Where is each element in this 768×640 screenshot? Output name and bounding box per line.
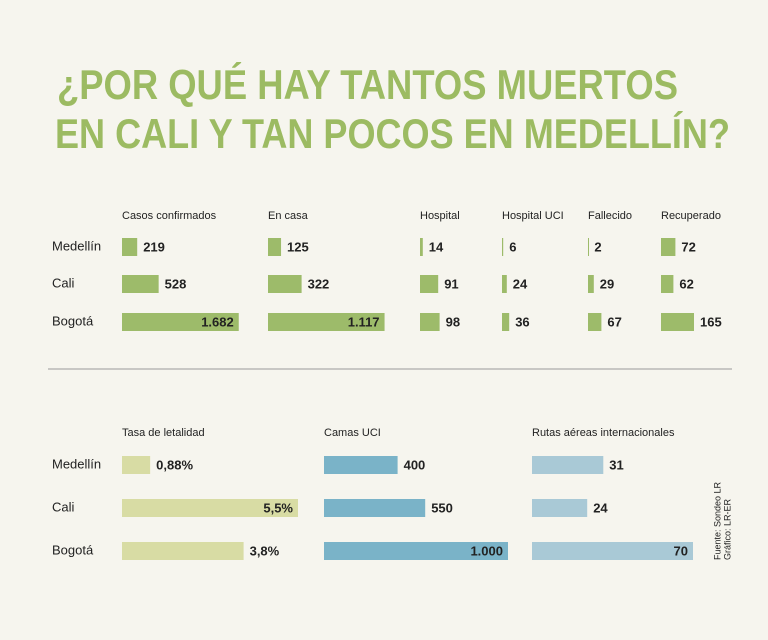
value-label: 31 (609, 457, 623, 472)
value-label: 2 (594, 239, 601, 254)
bar (420, 313, 440, 331)
value-label: 6 (509, 239, 516, 254)
bar (502, 238, 504, 256)
value-label: 3,8% (250, 543, 280, 558)
bar (502, 313, 510, 331)
value-label: 62 (679, 276, 693, 291)
row-label: Bogotá (52, 313, 94, 328)
bar (122, 456, 151, 474)
value-label: 14 (429, 239, 444, 254)
value-label: 528 (165, 276, 187, 291)
bar (420, 275, 439, 293)
row-label: Medellín (52, 456, 101, 471)
value-label: 125 (287, 239, 309, 254)
row-label: Bogotá (52, 542, 94, 557)
value-label: 67 (607, 314, 621, 329)
value-label: 98 (446, 314, 460, 329)
value-label: 24 (593, 500, 608, 515)
bar (661, 238, 676, 256)
bar (588, 275, 594, 293)
value-label: 72 (681, 239, 695, 254)
value-label: 24 (513, 276, 528, 291)
value-label: 165 (700, 314, 722, 329)
source-text: Fuente: Sondeo LR (712, 481, 722, 560)
row-label: Cali (52, 275, 75, 290)
source: Fuente: Sondeo LR Gráfico: LR-ER (712, 481, 732, 560)
panel-title: Fallecido (588, 210, 632, 222)
bar (122, 238, 138, 256)
bar (324, 499, 426, 517)
panel-title: Camas UCI (324, 427, 381, 439)
bar (420, 238, 423, 256)
bar (588, 313, 602, 331)
bar (324, 542, 508, 560)
bar (268, 238, 282, 256)
bar (661, 313, 694, 331)
bar (268, 275, 302, 293)
bar (122, 499, 298, 517)
panel-title: En casa (268, 210, 309, 222)
panel-title: Casos confirmados (122, 210, 217, 222)
value-label: 400 (404, 457, 426, 472)
value-label: 70 (674, 543, 688, 558)
bar (532, 542, 693, 560)
panel-title: Rutas aéreas internacionales (532, 427, 675, 439)
bar (588, 238, 589, 256)
value-label: 219 (143, 239, 165, 254)
value-label: 91 (444, 276, 458, 291)
value-label: 322 (308, 276, 330, 291)
panel-title: Hospital UCI (502, 210, 564, 222)
value-label: 36 (515, 314, 529, 329)
bar (532, 456, 604, 474)
value-label: 5,5% (263, 500, 293, 515)
title-line: EN CALI Y TAN POCOS EN MEDELLÍN? (55, 110, 730, 157)
value-label: 550 (431, 500, 453, 515)
bar (122, 275, 159, 293)
panel-title: Recuperado (661, 210, 721, 222)
bar (122, 313, 239, 331)
title-line: ¿POR QUÉ HAY TANTOS MUERTOS (57, 61, 678, 108)
bar (324, 456, 398, 474)
row-label: Cali (52, 499, 75, 514)
panel-title: Tasa de letalidad (122, 427, 205, 439)
value-label: 1.117 (348, 314, 380, 329)
panel-title: Hospital (420, 210, 460, 222)
source-text: Gráfico: LR-ER (722, 498, 732, 560)
row-label: Medellín (52, 238, 101, 253)
value-label: 1.000 (470, 543, 503, 558)
bar (661, 275, 674, 293)
bar (532, 499, 588, 517)
bar (122, 542, 244, 560)
value-label: 1.682 (201, 314, 234, 329)
value-label: 29 (600, 276, 614, 291)
bar (268, 313, 385, 331)
value-label: 0,88% (156, 457, 193, 472)
bar (502, 275, 507, 293)
